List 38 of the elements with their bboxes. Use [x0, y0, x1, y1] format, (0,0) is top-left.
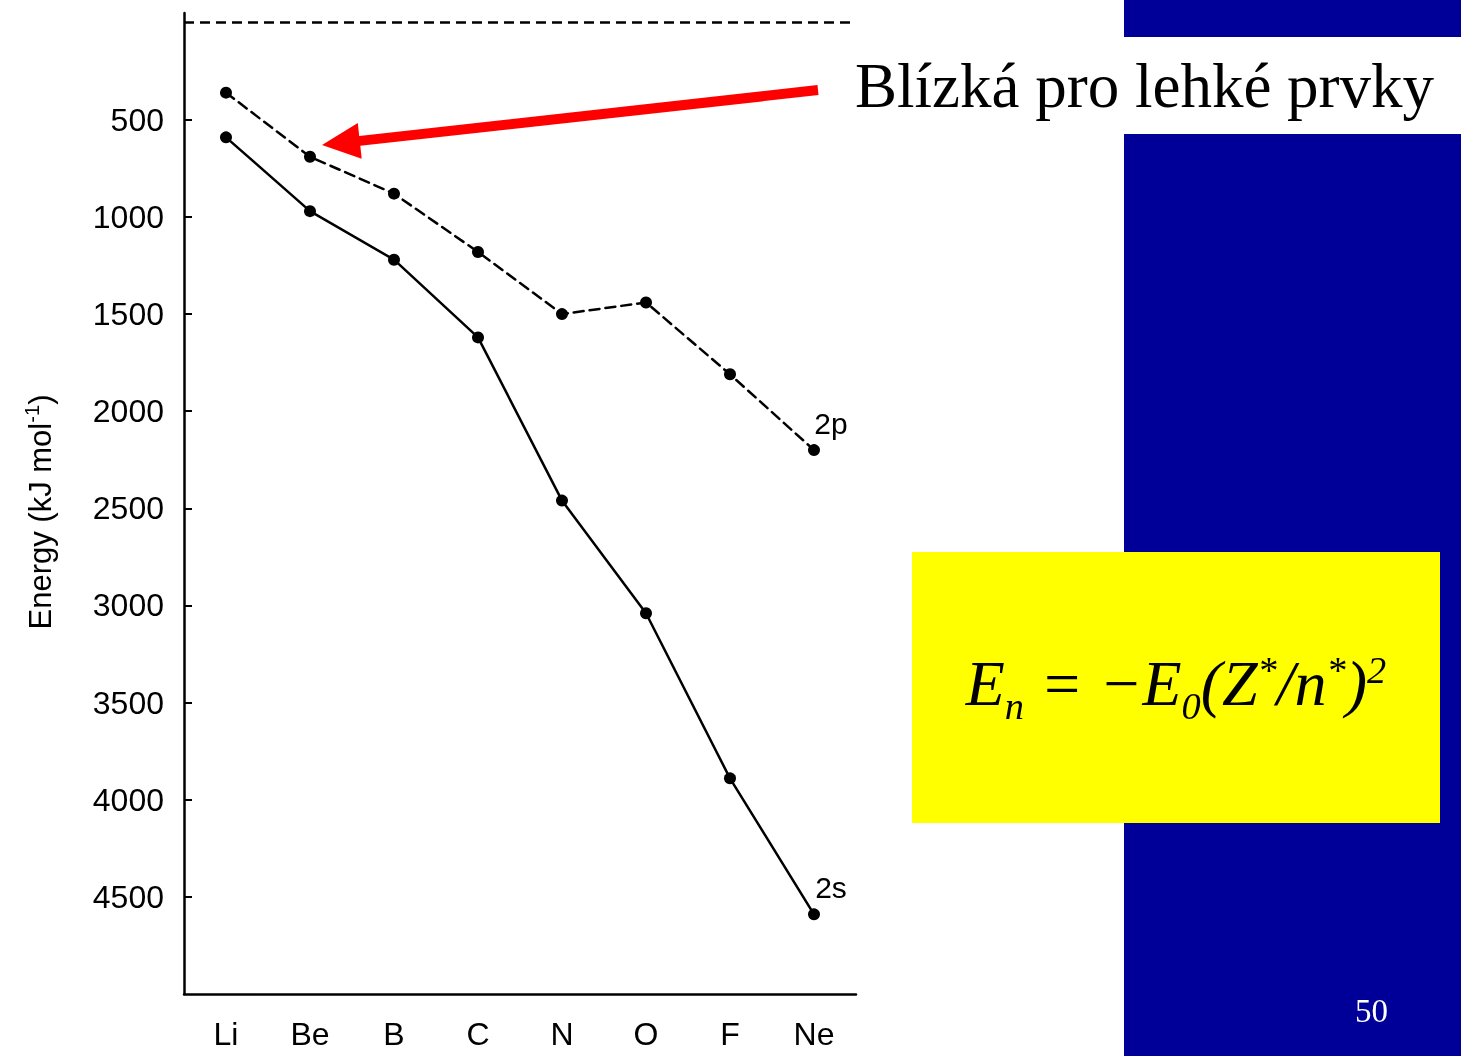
series-label: 2p — [814, 406, 848, 440]
point — [556, 494, 568, 507]
point — [808, 908, 820, 921]
x-tick-label: B — [383, 1016, 405, 1052]
point — [724, 772, 736, 785]
point — [388, 187, 400, 200]
y-tick-label: 2500 — [92, 490, 164, 527]
y-tick-label: 500 — [110, 101, 164, 138]
y-tick-label: 3500 — [92, 684, 164, 721]
point — [640, 296, 652, 309]
point — [472, 245, 484, 258]
x-tick-label: F — [720, 1016, 740, 1052]
point — [304, 150, 316, 163]
x-tick-label: Be — [290, 1016, 330, 1052]
point — [640, 607, 652, 620]
series-label: 2s — [815, 870, 847, 904]
point — [388, 253, 400, 266]
x-tick-label: Ne — [793, 1016, 835, 1052]
y-tick-label: 4500 — [92, 878, 164, 915]
x-tick-label: C — [466, 1016, 490, 1052]
x-tick-label: Li — [213, 1016, 239, 1052]
point — [304, 205, 316, 218]
point — [724, 368, 736, 381]
point — [220, 131, 232, 144]
y-tick-label: 1500 — [92, 296, 164, 333]
y-tick-label: 1000 — [92, 198, 164, 235]
point — [808, 444, 820, 457]
x-tick-label: N — [550, 1016, 574, 1052]
point — [556, 308, 568, 321]
annotation: Blízká pro lehké prvky — [855, 51, 1435, 122]
highlight-box: E$_{n}$ = −E$_{0}$(Z$^{*}$/n$^{*}$)$^{2}$ — [912, 552, 1440, 823]
y-tick-label: 2000 — [92, 393, 164, 430]
point — [220, 86, 232, 99]
x-tick-label: O — [633, 1016, 659, 1052]
point — [472, 331, 484, 344]
y-tick-label: 3000 — [92, 587, 164, 624]
text: 50 — [1355, 993, 1388, 1030]
y-tick-label: 4000 — [92, 781, 164, 818]
